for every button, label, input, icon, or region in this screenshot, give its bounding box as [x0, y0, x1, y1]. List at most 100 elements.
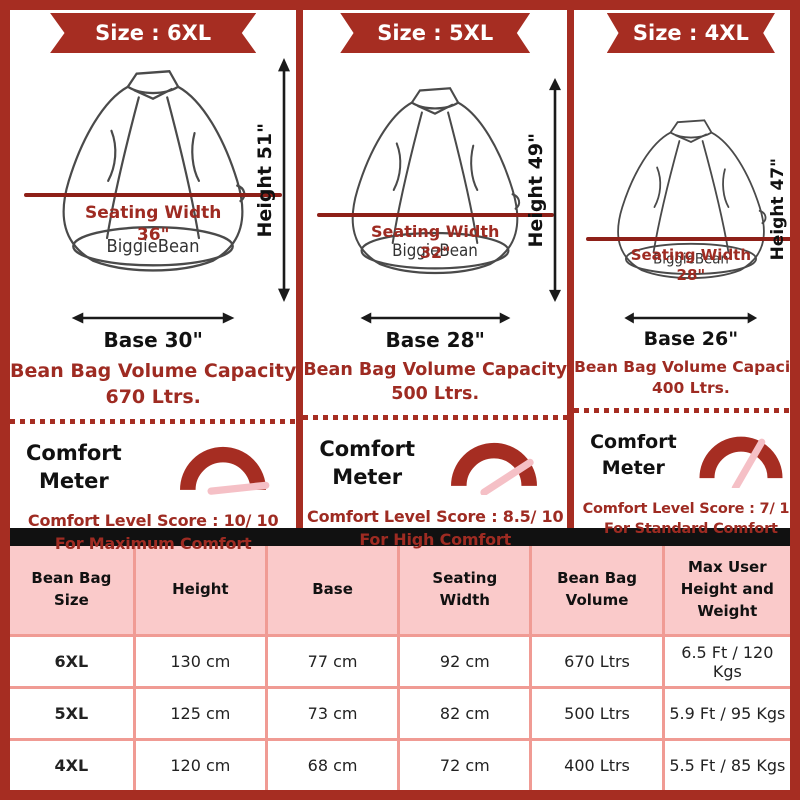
dotted-divider	[10, 419, 297, 425]
volume-capacity-value: 400 Ltrs.	[651, 378, 730, 397]
table-cell: 500 Ltrs	[532, 689, 662, 738]
base-label: Base 28"	[385, 328, 485, 352]
seating-width-value: 36"	[136, 225, 170, 246]
comfort-meter-row: Comfort Meter	[303, 420, 567, 498]
seating-width-group: Seating Width 28"	[574, 237, 790, 285]
base-label: Base 26"	[643, 328, 739, 350]
comfort-gauge-icon	[180, 447, 270, 496]
volume-capacity: Bean Bag Volume Capacity 500 Ltrs.	[303, 359, 567, 406]
table-cell: 72 cm	[400, 741, 530, 790]
table-header-volume: Bean Bag Volume	[532, 546, 662, 634]
bag-diagram-area: BiggieBean Seating Width 28" Height 47"	[574, 53, 790, 309]
volume-capacity-title: Bean Bag Volume Capacity	[574, 358, 800, 376]
height-arrow-icon	[278, 58, 291, 302]
comfort-score-desc: For High Comfort	[359, 529, 512, 549]
table-cell: 5.5 Ft / 85 Kgs	[664, 741, 790, 790]
comfort-score-desc: For Maximum Comfort	[54, 533, 252, 553]
table-cell: 130 cm	[135, 637, 265, 686]
comfort-score-line: Comfort Level Score : 10/ 10	[27, 511, 279, 531]
base-arrow-icon	[71, 312, 235, 324]
comfort-meter-row: Comfort Meter	[10, 424, 296, 502]
bean-bag-sketch: BiggieBean	[351, 87, 521, 275]
size-column-6xl: Size : 6XL BiggieBean Seating	[10, 10, 297, 553]
spec-table: Bean Bag Size Height Base Seating Width …	[10, 546, 790, 790]
comfort-score-line: Comfort Level Score : 7/ 10	[582, 500, 800, 517]
section-divider-band	[10, 528, 790, 546]
table-header-size: Bean Bag Size	[10, 546, 133, 634]
height-measure: Height 51"	[254, 57, 292, 303]
comfort-gauge-icon	[451, 443, 538, 496]
size-column-5xl: Size : 5XL BiggieBean Seating	[296, 10, 568, 549]
table-cell: 6XL	[10, 637, 133, 686]
base-label: Base 30"	[103, 328, 203, 352]
base-arrow-icon	[624, 312, 758, 324]
table-header-base: Base	[267, 546, 398, 634]
base-arrow-icon	[360, 312, 511, 324]
volume-capacity-title: Bean Bag Volume Capacity	[10, 360, 297, 382]
table-cell: 125 cm	[135, 689, 265, 738]
height-label: Height 51"	[254, 122, 277, 238]
comfort-score: Comfort Level Score : 7/ 10 For Standard…	[582, 499, 800, 540]
comfort-meter-title: Comfort Meter	[590, 431, 677, 479]
seating-width-line	[316, 213, 554, 217]
size-ribbon-label: Size : 6XL	[95, 21, 212, 45]
bean-bag-sketch: BiggieBean	[617, 119, 767, 279]
volume-capacity-value: 670 Ltrs.	[105, 385, 201, 408]
table-cell: 68 cm	[267, 741, 398, 790]
table-header-seating-width: Seating Width	[400, 546, 530, 634]
seating-width-label: Seating Width	[371, 222, 500, 241]
seating-width-value: 32"	[419, 242, 451, 262]
table-cell: 400 Ltrs	[532, 741, 662, 790]
size-columns: Size : 6XL BiggieBean Seating	[10, 10, 790, 553]
comfort-score-desc: For Standard Comfort	[603, 521, 778, 538]
table-cell: 5.9 Ft / 95 Kgs	[664, 689, 790, 738]
dotted-divider	[303, 415, 568, 421]
table-header-max-user: Max User Height and Weight	[664, 546, 790, 634]
table-cell: 4XL	[10, 741, 133, 790]
table-cell: 670 Ltrs	[532, 637, 662, 686]
seating-width-value: 28"	[676, 265, 706, 284]
comfort-score: Comfort Level Score : 8.5/ 10 For High C…	[307, 506, 564, 551]
seating-width-line	[585, 237, 790, 241]
comfort-meter-row: Comfort Meter	[574, 413, 790, 491]
table-cell: 92 cm	[400, 637, 530, 686]
table-cell: 73 cm	[267, 689, 398, 738]
table-cell: 120 cm	[135, 741, 265, 790]
brand-label: BiggieBean	[107, 237, 200, 258]
seating-width-label: Seating Width	[84, 203, 222, 223]
seating-width-label: Seating Width	[630, 246, 752, 264]
height-arrow-icon	[549, 77, 562, 303]
comfort-score-line: Comfort Level Score : 8.5/ 10	[307, 507, 564, 527]
brand-label: BiggieBean	[653, 251, 729, 267]
comfort-meter-title: Comfort Meter	[319, 436, 416, 490]
comfort-gauge-icon	[699, 436, 783, 488]
volume-capacity-value: 500 Ltrs.	[391, 383, 480, 404]
seating-width-line	[24, 193, 283, 197]
table-cell: 82 cm	[400, 689, 530, 738]
size-column-4xl: Size : 4XL BiggieBean Seating	[567, 10, 800, 537]
size-ribbon-label: Size : 4XL	[632, 21, 749, 45]
size-ribbon: Size : 6XL	[50, 13, 257, 53]
height-label: Height 49"	[525, 132, 548, 248]
table-cell: 77 cm	[267, 637, 398, 686]
bean-bag-sketch: BiggieBean	[62, 70, 246, 272]
volume-capacity-title: Bean Bag Volume Capacity	[303, 360, 568, 380]
comfort-score: Comfort Level Score : 10/ 10 For Maximum…	[27, 510, 279, 555]
seating-width-group: Seating Width 36"	[10, 193, 296, 246]
size-ribbon: Size : 5XL	[340, 13, 531, 53]
size-ribbon: Size : 4XL	[606, 13, 775, 53]
table-cell: 6.5 Ft / 120 Kgs	[664, 637, 790, 686]
brand-label: BiggieBean	[392, 241, 478, 261]
height-measure: Height 49"	[525, 77, 563, 303]
bag-diagram-area: BiggieBean Seating Width 32" Height 49"	[303, 53, 567, 309]
comfort-meter-title: Comfort Meter	[26, 440, 122, 494]
size-ribbon-label: Size : 5XL	[377, 21, 494, 45]
table-cell: 5XL	[10, 689, 133, 738]
volume-capacity: Bean Bag Volume Capacity 400 Ltrs.	[574, 357, 800, 399]
volume-capacity: Bean Bag Volume Capacity 670 Ltrs.	[10, 359, 296, 410]
seating-width-group: Seating Width 32"	[303, 213, 567, 264]
height-measure: Height 47"	[767, 115, 790, 303]
height-label: Height 47"	[767, 157, 788, 261]
dotted-divider	[574, 407, 790, 413]
